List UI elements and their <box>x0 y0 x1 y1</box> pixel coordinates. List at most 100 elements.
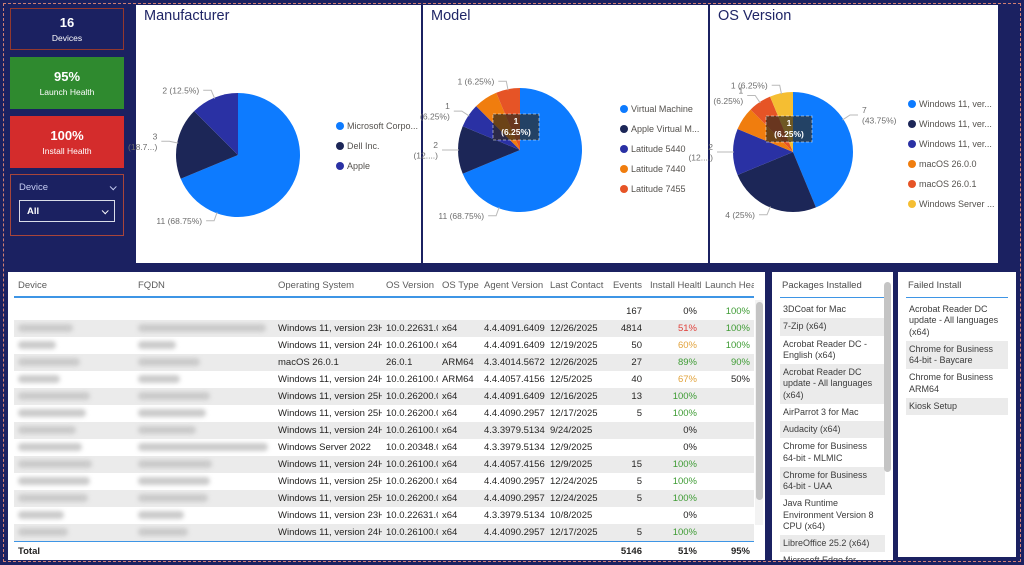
list-item-libreoffice-25-2-x64[interactable]: LibreOffice 25.2 (x64) <box>780 535 885 553</box>
label-leader-line <box>206 212 218 222</box>
install-health-kpi-card[interactable]: 100% Install Health <box>10 116 124 168</box>
legend-item-microsoft-corpo[interactable]: Microsoft Corpo... <box>336 121 418 131</box>
pie-data-label: 1 (6.25%) <box>713 86 743 107</box>
table-row[interactable]: Windows 11, version 24H2 10.0.26100.0 x64 4… <box>14 422 754 439</box>
table-row[interactable]: Windows 11, version 23H2 10.0.22631.0 x64 4… <box>14 507 754 524</box>
legend-label: Apple Virtual M... <box>631 124 700 134</box>
pie-slice-windows-11-ver[interactable] <box>737 152 816 212</box>
pie-slice-dell-inc[interactable] <box>175 111 238 179</box>
devices-kpi-card[interactable]: 16 Devices <box>10 8 124 50</box>
table-row[interactable]: Windows 11, version 24H2 10.0.26100.0 x64 4… <box>14 456 754 473</box>
os-version-legend: Windows 11, ver... Windows 11, ver... Wind… <box>908 99 995 209</box>
fqdn-cell-redacted <box>134 422 274 439</box>
legend-item-apple-virtual-m[interactable]: Apple Virtual M... <box>620 124 699 134</box>
device-slicer: Device All <box>10 174 124 236</box>
list-item-acrobat-reader-dc-english-x64[interactable]: Acrobat Reader DC - English (x64) <box>783 338 868 360</box>
failed-install-title: Failed Install <box>906 279 1008 298</box>
pie-data-label: 4 (25%) <box>725 210 755 220</box>
legend-item-virtual-machine[interactable]: Virtual Machine <box>620 104 699 114</box>
legend-item-dell-inc[interactable]: Dell Inc. <box>336 141 418 151</box>
column-header-os-type[interactable]: OS Type <box>438 276 480 298</box>
list-item-acrobat-reader-dc-update-all-languages-x[interactable]: Acrobat Reader DC update - All languages… <box>909 304 999 337</box>
packages-scrollbar-thumb[interactable] <box>884 282 891 472</box>
list-item-microsoft-edge-for-business-for-mac-with[interactable]: Microsoft Edge for Business for Mac with… <box>780 552 885 560</box>
device-cell-redacted <box>14 422 134 439</box>
legend-dot-icon <box>908 120 916 128</box>
legend-item-latitude-7455[interactable]: Latitude 7455 <box>620 184 699 194</box>
table-row[interactable]: Windows 11, version 23H2 10.0.22631.0 x64 4… <box>14 320 754 337</box>
table-row[interactable]: Windows 11, version 24H2 10.0.26100.0 x64 4… <box>14 337 754 354</box>
legend-label: Windows 11, ver... <box>919 99 992 109</box>
redacted-text <box>18 409 86 418</box>
redacted-text <box>18 324 73 333</box>
table-scrollbar-thumb[interactable] <box>756 302 763 500</box>
chevron-down-icon[interactable] <box>109 183 117 191</box>
list-item-3dcoat-for-mac[interactable]: 3DCoat for Mac <box>783 304 847 314</box>
device-cell-redacted <box>14 405 134 422</box>
fqdn-cell-redacted <box>134 388 274 405</box>
table-row[interactable]: macOS 26.0.1 26.0.1 ARM64 4.3.4014.5672 12/2… <box>14 354 754 371</box>
list-item-java-runtime-environment-version-8-cpu-x[interactable]: Java Runtime Environment Version 8 CPU (… <box>783 498 874 531</box>
table-row[interactable]: 167 0% 100% <box>14 303 754 320</box>
list-item-chrome-for-business-64-bit-uaa[interactable]: Chrome for Business 64-bit - UAA <box>780 466 885 496</box>
table-row[interactable]: Windows 11, version 25H2 10.0.26200.0 x64 4… <box>14 388 754 405</box>
redacted-text <box>18 511 64 520</box>
fqdn-cell-redacted <box>134 524 274 541</box>
column-header-device[interactable]: Device <box>14 276 134 298</box>
pie-data-label: 11 (68.75%) <box>438 211 484 221</box>
legend-dot-icon <box>620 145 628 153</box>
health-value: 100% <box>672 459 697 470</box>
legend-item-macos-26-0-1[interactable]: macOS 26.0.1 <box>908 179 995 189</box>
device-slicer-dropdown[interactable]: All <box>19 200 115 222</box>
pie-slice-microsoft-corpo[interactable] <box>180 93 300 217</box>
redacted-text <box>18 477 90 486</box>
table-row[interactable]: Windows 11, version 25H2 10.0.26200.0 x64 4… <box>14 473 754 490</box>
device-cell-redacted <box>14 507 134 524</box>
legend-item-windows-11-ver[interactable]: Windows 11, ver... <box>908 99 995 109</box>
column-header-last-contact[interactable]: Last Contact <box>546 276 608 298</box>
legend-dot-icon <box>908 180 916 188</box>
table-row[interactable]: Windows Server 2022 10.0.20348.0 x64 4.3.39… <box>14 439 754 456</box>
model-pie: 11 (68.75%)2 (12....)1 (6.25%) 1(6.25%)1 (6… <box>413 76 582 221</box>
table-row[interactable]: Windows 11, version 24H2 10.0.26100.0 x64 4… <box>14 524 754 541</box>
launch-health-kpi-card[interactable]: 95% Launch Health <box>10 57 124 109</box>
packages-installed-title: Packages Installed <box>780 279 885 298</box>
column-header-fqdn[interactable]: FQDN <box>134 276 274 298</box>
pie-data-label: 1 (6.25%) <box>731 80 768 90</box>
legend-item-macos-26-0-0[interactable]: macOS 26.0.0 <box>908 159 995 169</box>
list-item-chrome-for-business-arm64[interactable]: Chrome for Business ARM64 <box>909 372 994 394</box>
manufacturer-pie: 11 (68.75%) 3 (18.7...) 2 (12.5%) <box>128 85 300 226</box>
pie-slice-apple-virtual-m[interactable] <box>457 126 520 174</box>
table-row[interactable]: Windows 11, version 24H2 10.0.26100.0 ARM6… <box>14 371 754 388</box>
pie-slice-virtual-machine[interactable] <box>462 88 582 212</box>
redacted-text <box>138 460 212 469</box>
legend-item-windows-server[interactable]: Windows Server ... <box>908 199 995 209</box>
list-item-airparrot-3-for-mac[interactable]: AirParrot 3 for Mac <box>783 406 859 417</box>
list-item-acrobat-reader-dc-update-all-languages-x[interactable]: Acrobat Reader DC update - All languages… <box>780 364 885 404</box>
redacted-text <box>138 426 196 435</box>
column-header-os-version[interactable]: OS Version <box>382 276 438 298</box>
pie-slice-apple[interactable] <box>194 93 238 155</box>
list-item-kiosk-setup[interactable]: Kiosk Setup <box>906 397 1008 415</box>
redacted-text <box>18 443 82 452</box>
column-header-operating-system[interactable]: Operating System <box>274 276 382 298</box>
list-item-audacity-x64[interactable]: Audacity (x64) <box>780 421 885 439</box>
pie-data-label: 7 (43.75%) <box>862 105 897 126</box>
column-header-agent-version[interactable]: Agent Version <box>480 276 546 298</box>
list-item-7-zip-x64[interactable]: 7-Zip (x64) <box>780 318 885 336</box>
legend-item-latitude-5440[interactable]: Latitude 5440 <box>620 144 699 154</box>
pie-slice-windows-11-ver[interactable] <box>733 129 793 175</box>
list-item-chrome-for-business-64-bit-baycare[interactable]: Chrome for Business 64-bit - Baycare <box>906 340 1008 370</box>
list-item-chrome-for-business-64-bit-mlmic[interactable]: Chrome for Business 64-bit - MLMIC <box>783 441 868 463</box>
column-header-install-health[interactable]: Install Health <box>646 276 701 298</box>
redacted-text <box>138 324 266 333</box>
model-legend: Virtual Machine Apple Virtual M... Latitud… <box>620 104 699 194</box>
legend-item-windows-11-ver[interactable]: Windows 11, ver... <box>908 119 995 129</box>
table-row[interactable]: Windows 11, version 25H2 10.0.26200.0 x64 4… <box>14 405 754 422</box>
column-header-events[interactable]: Events <box>608 276 646 298</box>
legend-item-apple[interactable]: Apple <box>336 161 418 171</box>
table-row[interactable]: Windows 11, version 25H2 10.0.26200.0 x64 4… <box>14 490 754 507</box>
legend-item-latitude-7440[interactable]: Latitude 7440 <box>620 164 699 174</box>
column-header-launch-health[interactable]: Launch Health▼ <box>701 276 754 298</box>
legend-item-windows-11-ver[interactable]: Windows 11, ver... <box>908 139 995 149</box>
